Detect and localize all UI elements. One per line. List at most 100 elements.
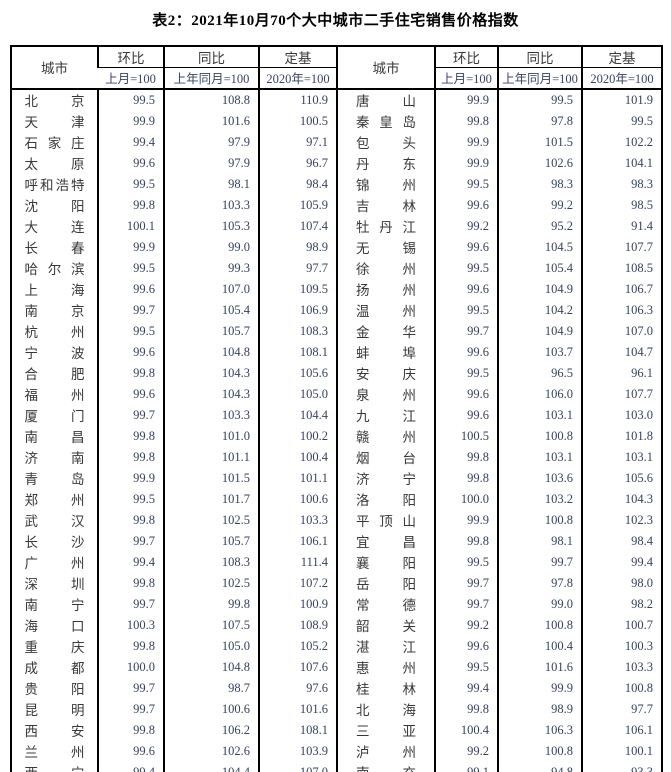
mom-value-right: 100.5 xyxy=(434,425,498,447)
fixedbase-value-left: 106.9 xyxy=(258,299,337,321)
table-title: 表2：2021年10月70个大中城市二手住宅销售价格指数 xyxy=(152,13,519,29)
header-yoy-base-left: 上年同月=100 xyxy=(163,67,259,89)
yoy-value-left: 101.0 xyxy=(163,425,259,447)
city-cell-right: 吉林 xyxy=(336,194,435,216)
city-cell-left: 合肥 xyxy=(11,363,98,384)
fixedbase-value-right: 107.7 xyxy=(581,236,662,258)
city-cell-right: 韶关 xyxy=(336,614,435,636)
city-name: 蚌埠 xyxy=(356,345,416,361)
yoy-value-right: 94.8 xyxy=(497,761,582,772)
yoy-value-left: 104.4 xyxy=(163,761,259,772)
header-row-base: 上月=100 上年同月=100 2020年=100 上月=100 上年同月=10… xyxy=(11,67,662,89)
city-name: 杭州 xyxy=(24,324,85,340)
yoy-value-left: 107.0 xyxy=(163,278,259,300)
yoy-value-right: 104.2 xyxy=(497,299,582,321)
fixedbase-value-left: 108.1 xyxy=(258,341,337,363)
mom-value-left: 99.7 xyxy=(97,530,164,552)
city-cell-left: 石家庄 xyxy=(11,132,98,153)
mom-value-left: 99.5 xyxy=(97,257,164,279)
yoy-value-left: 103.3 xyxy=(163,194,259,216)
city-cell-right: 济宁 xyxy=(336,467,435,489)
mom-value-left: 99.8 xyxy=(97,362,164,384)
yoy-value-left: 99.8 xyxy=(163,593,259,615)
yoy-value-right: 103.1 xyxy=(497,446,582,468)
table-row: 上海 99.6 107.0 109.5 扬州 99.6 104.9 106.7 xyxy=(11,278,662,300)
yoy-value-right: 97.8 xyxy=(497,572,582,594)
mom-value-left: 99.7 xyxy=(97,299,164,321)
fixedbase-value-right: 98.4 xyxy=(581,530,662,552)
city-cell-left: 南京 xyxy=(11,300,98,321)
mom-value-left: 99.4 xyxy=(97,131,164,153)
mom-value-left: 99.9 xyxy=(97,236,164,258)
yoy-value-right: 96.5 xyxy=(497,362,582,384)
mom-value-right: 99.6 xyxy=(434,404,498,426)
mom-value-right: 99.9 xyxy=(434,88,498,111)
header-city-left: 城市 xyxy=(41,61,68,77)
table-row: 南宁 99.7 99.8 100.9 常德 99.7 99.0 98.2 xyxy=(11,593,662,615)
fixedbase-value-right: 105.6 xyxy=(581,467,662,489)
yoy-value-left: 105.7 xyxy=(163,320,259,342)
header-city-right: 城市 xyxy=(336,46,435,89)
yoy-value-right: 99.0 xyxy=(497,593,582,615)
mom-value-right: 99.5 xyxy=(434,362,498,384)
table-row: 哈尔滨 99.5 99.3 97.7 徐州 99.5 105.4 108.5 xyxy=(11,257,662,279)
city-name: 兰州 xyxy=(24,744,85,760)
fixedbase-value-left: 108.9 xyxy=(258,614,337,636)
city-name: 呼和浩特 xyxy=(24,177,85,193)
city-cell-left: 南昌 xyxy=(11,426,98,447)
city-name: 洛阳 xyxy=(356,492,416,508)
city-cell-right: 襄阳 xyxy=(336,551,435,573)
city-cell-left: 西宁 xyxy=(11,762,98,772)
table-row: 厦门 99.7 103.3 104.4 九江 99.6 103.1 103.0 xyxy=(11,404,662,426)
table-row: 石家庄 99.4 97.9 97.1 包头 99.9 101.5 102.2 xyxy=(11,131,662,153)
yoy-value-right: 97.8 xyxy=(497,110,582,132)
city-name: 武汉 xyxy=(24,513,85,529)
fixedbase-value-right: 98.2 xyxy=(581,593,662,615)
mom-value-left: 100.1 xyxy=(97,215,164,237)
fixedbase-value-left: 100.4 xyxy=(258,446,337,468)
yoy-value-right: 99.9 xyxy=(497,677,582,699)
yoy-value-right: 100.8 xyxy=(497,425,582,447)
table-row: 长沙 99.7 105.7 106.1 宜昌 99.8 98.1 98.4 xyxy=(11,530,662,552)
fixedbase-value-left: 105.9 xyxy=(258,194,337,216)
yoy-value-left: 105.0 xyxy=(163,635,259,657)
city-cell-right: 北海 xyxy=(336,698,435,720)
table-row: 重庆 99.8 105.0 105.2 湛江 99.6 100.4 100.3 xyxy=(11,635,662,657)
city-cell-right: 安庆 xyxy=(336,362,435,384)
yoy-value-right: 99.2 xyxy=(497,194,582,216)
city-name: 吉林 xyxy=(356,198,416,214)
table-row: 昆明 99.7 100.6 101.6 北海 99.8 98.9 97.7 xyxy=(11,698,662,720)
table-body: 北京 99.5 108.8 110.9 唐山 99.9 99.5 101.9 天… xyxy=(11,88,662,772)
fixedbase-value-left: 100.9 xyxy=(258,593,337,615)
mom-value-right: 99.5 xyxy=(434,299,498,321)
table-row: 南昌 99.8 101.0 100.2 赣州 100.5 100.8 101.8 xyxy=(11,425,662,447)
table-row: 呼和浩特 99.5 98.1 98.4 锦州 99.5 98.3 98.3 xyxy=(11,173,662,195)
city-name: 沈阳 xyxy=(24,198,85,214)
table-row: 合肥 99.8 104.3 105.6 安庆 99.5 96.5 96.1 xyxy=(11,362,662,384)
city-cell-right: 常德 xyxy=(336,593,435,615)
fixedbase-value-left: 105.2 xyxy=(258,635,337,657)
fixedbase-value-right: 106.1 xyxy=(581,719,662,741)
city-name: 无锡 xyxy=(356,240,416,256)
city-cell-left: 长沙 xyxy=(11,531,98,552)
city-name: 惠州 xyxy=(356,660,416,676)
yoy-value-right: 98.3 xyxy=(497,173,582,195)
city-name: 南京 xyxy=(24,303,85,319)
mom-value-right: 99.9 xyxy=(434,509,498,531)
mom-value-left: 99.5 xyxy=(97,488,164,510)
city-cell-right: 锦州 xyxy=(336,173,435,195)
city-cell-left: 深圳 xyxy=(11,573,98,594)
mom-value-right: 99.2 xyxy=(434,614,498,636)
mom-value-left: 99.8 xyxy=(97,194,164,216)
yoy-value-left: 103.3 xyxy=(163,404,259,426)
mom-value-left: 99.4 xyxy=(97,761,164,772)
mom-value-right: 99.6 xyxy=(434,236,498,258)
fixedbase-value-left: 96.7 xyxy=(258,152,337,174)
city-cell-right: 丹东 xyxy=(336,152,435,174)
city-name: 合肥 xyxy=(24,366,85,382)
fixedbase-value-right: 99.5 xyxy=(581,110,662,132)
city-name: 三亚 xyxy=(356,723,416,739)
city-cell-right: 洛阳 xyxy=(336,488,435,510)
mom-value-left: 99.9 xyxy=(97,110,164,132)
